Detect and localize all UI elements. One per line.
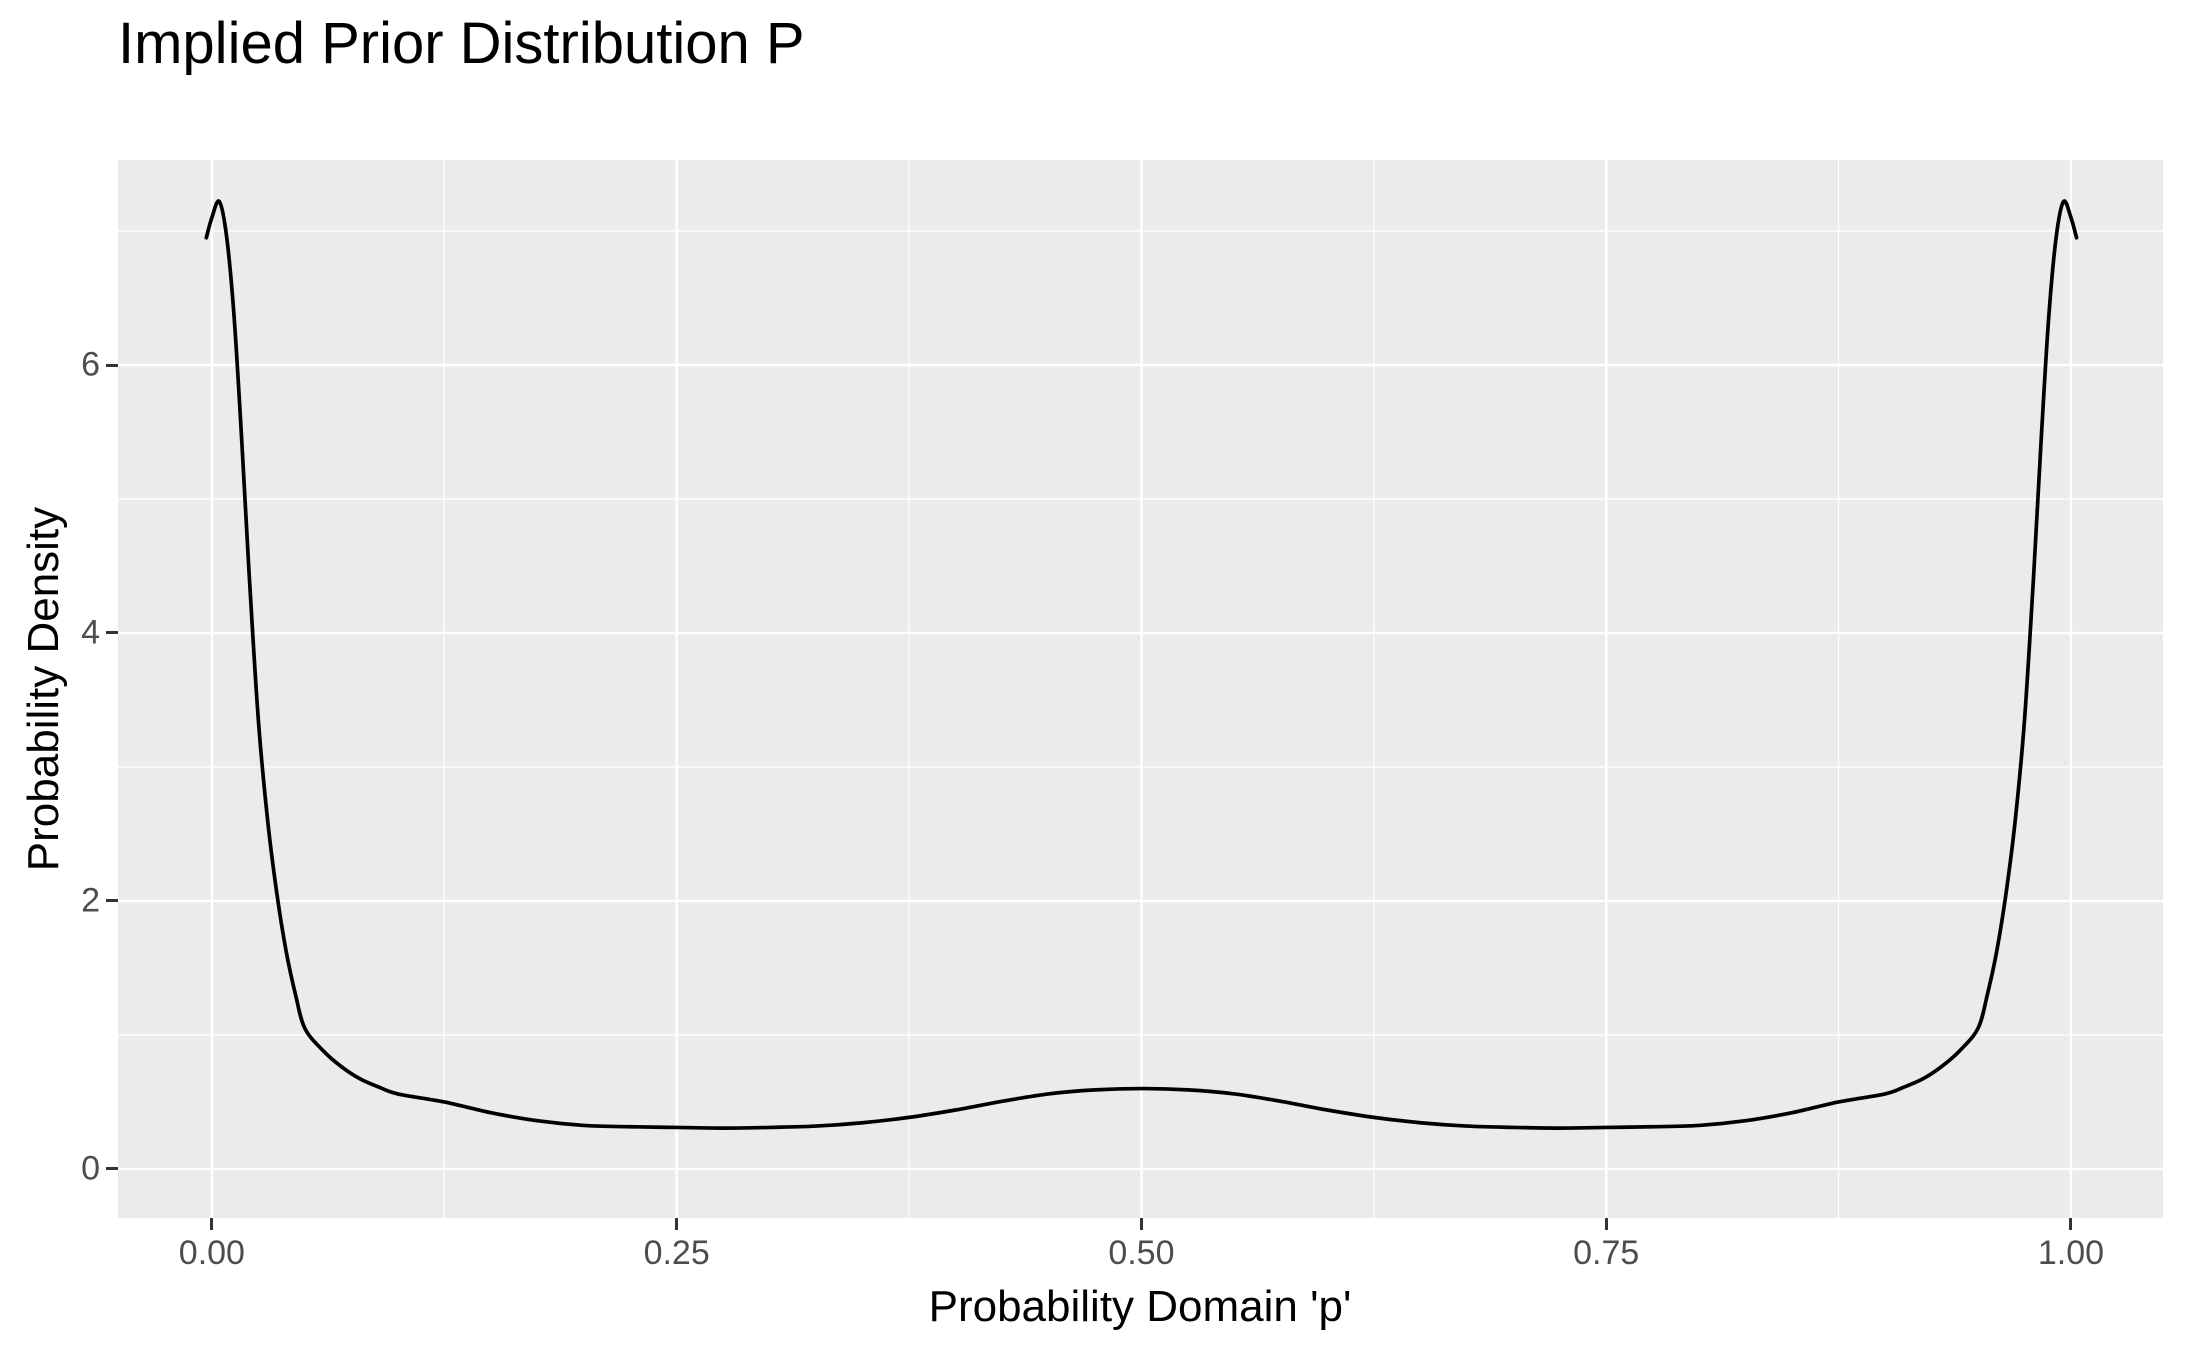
y-tick-label: 4 <box>81 613 100 652</box>
y-tick-mark <box>106 631 118 635</box>
x-tick-label: 0.50 <box>1108 1234 1175 1272</box>
x-tick-label: 0.75 <box>1573 1234 1640 1272</box>
y-axis-title-text: Probability Density <box>19 506 68 872</box>
y-tick-label: 2 <box>81 881 100 920</box>
plot-title: Implied Prior Distribution P <box>118 11 805 76</box>
x-tick-label: 0.25 <box>643 1234 710 1272</box>
x-tick-label: 0.00 <box>178 1234 245 1272</box>
x-tick-mark <box>210 1218 214 1230</box>
x-axis-title: Probability Domain 'p' <box>928 1282 1352 1331</box>
y-tick-mark <box>106 1167 118 1171</box>
plot-canvas <box>118 160 2163 1218</box>
x-tick-mark <box>675 1218 679 1230</box>
y-tick-mark <box>106 899 118 903</box>
x-tick-label: 1.00 <box>2037 1234 2105 1272</box>
y-tick-label: 6 <box>81 345 100 384</box>
x-tick-mark <box>1139 1218 1143 1230</box>
plot-panel <box>118 160 2163 1218</box>
y-tick-mark <box>106 363 118 367</box>
density-curve <box>204 199 2079 1130</box>
y-tick-label: 0 <box>81 1149 100 1188</box>
x-tick-mark <box>1604 1218 1608 1230</box>
x-tick-mark <box>2069 1218 2073 1230</box>
